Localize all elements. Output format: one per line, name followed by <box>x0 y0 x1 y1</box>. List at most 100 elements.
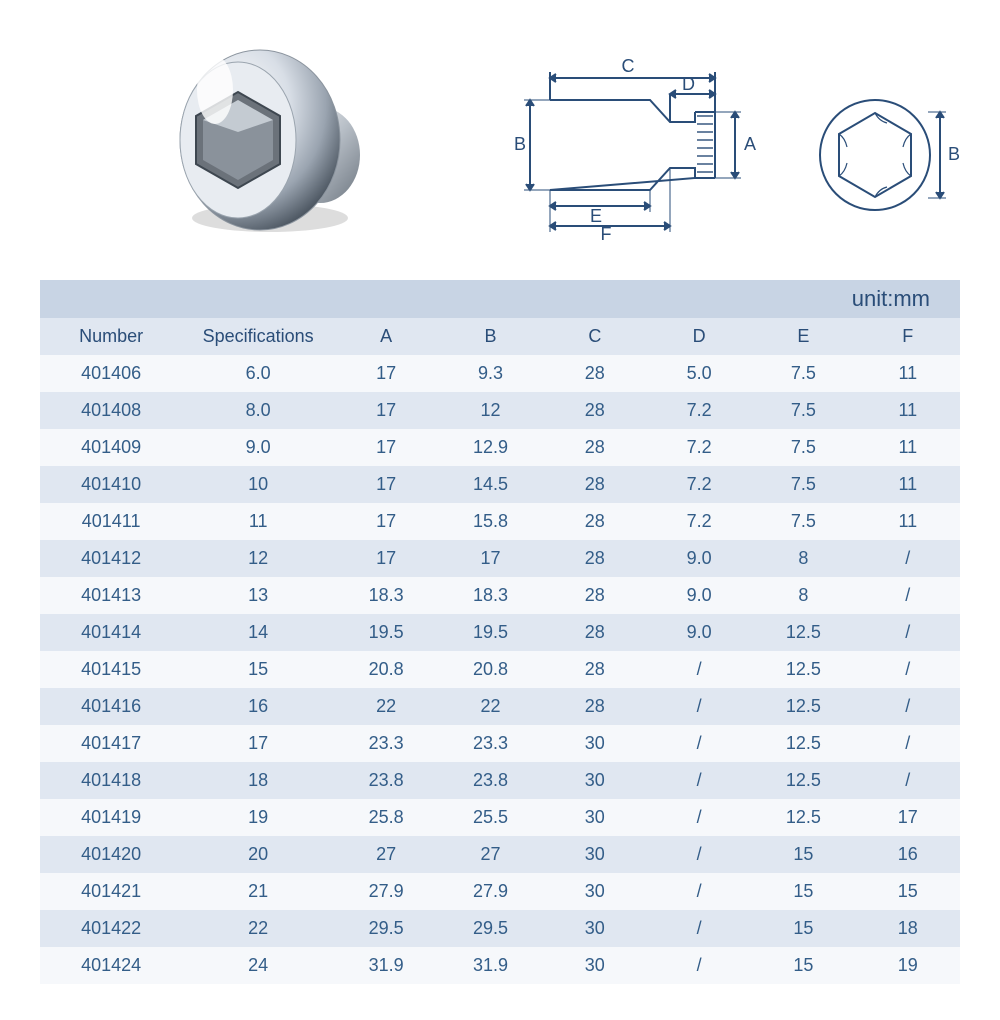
cell: 27 <box>438 836 542 873</box>
dim-E: E <box>590 206 602 226</box>
side-diagram: C D B A E F <box>510 50 770 240</box>
cell: 401418 <box>40 762 182 799</box>
cell: / <box>647 762 751 799</box>
cell: 401424 <box>40 947 182 984</box>
cell: 8 <box>751 577 855 614</box>
table-row: 4014181823.823.830/12.5/ <box>40 762 960 799</box>
cell: 401414 <box>40 614 182 651</box>
product-photo <box>160 40 380 240</box>
cell: / <box>647 725 751 762</box>
cell: 15 <box>856 873 960 910</box>
table-row: 4014066.0179.3285.07.511 <box>40 355 960 392</box>
cell: 17 <box>334 429 438 466</box>
cell: / <box>856 762 960 799</box>
cell: / <box>647 799 751 836</box>
table-row: 4014131318.318.3289.08/ <box>40 577 960 614</box>
cell: 12.5 <box>751 762 855 799</box>
col-b: B <box>438 318 542 355</box>
cell: 17 <box>856 799 960 836</box>
cell: 14 <box>182 614 334 651</box>
dim-A: A <box>744 134 756 154</box>
cell: 401412 <box>40 540 182 577</box>
cell: 30 <box>543 836 647 873</box>
col-specifications: Specifications <box>182 318 334 355</box>
cell: 12 <box>182 540 334 577</box>
cell: 401409 <box>40 429 182 466</box>
cell: 22 <box>182 910 334 947</box>
col-e: E <box>751 318 855 355</box>
table-row: 40141616222228/12.5/ <box>40 688 960 725</box>
cell: / <box>856 725 960 762</box>
cell: 7.2 <box>647 466 751 503</box>
cell: 9.0 <box>647 614 751 651</box>
table-row: 4014141419.519.5289.012.5/ <box>40 614 960 651</box>
cell: 7.5 <box>751 392 855 429</box>
table-row: 4014222229.529.530/1518 <box>40 910 960 947</box>
cell: 17 <box>334 540 438 577</box>
cell: 401413 <box>40 577 182 614</box>
table-row: 401412121717289.08/ <box>40 540 960 577</box>
table-row: 4014099.01712.9287.27.511 <box>40 429 960 466</box>
cell: 23.8 <box>438 762 542 799</box>
table-row: 401411111715.8287.27.511 <box>40 503 960 540</box>
cell: 28 <box>543 355 647 392</box>
cell: 9.0 <box>647 577 751 614</box>
cell: 12 <box>438 392 542 429</box>
dim-B: B <box>514 134 526 154</box>
cell: 401411 <box>40 503 182 540</box>
cell: 401408 <box>40 392 182 429</box>
cell: 11 <box>856 503 960 540</box>
col-c: C <box>543 318 647 355</box>
cell: 12.5 <box>751 725 855 762</box>
cell: 25.8 <box>334 799 438 836</box>
cell: 7.2 <box>647 392 751 429</box>
cell: 30 <box>543 799 647 836</box>
cell: 19.5 <box>438 614 542 651</box>
cell: 7.5 <box>751 355 855 392</box>
cell: 12.5 <box>751 799 855 836</box>
table-row: 40142020272730/1516 <box>40 836 960 873</box>
cell: 17 <box>334 392 438 429</box>
cell: 28 <box>543 688 647 725</box>
cell: 30 <box>543 947 647 984</box>
cell: 12.9 <box>438 429 542 466</box>
cell: 401410 <box>40 466 182 503</box>
dim-B-front: B <box>948 144 960 164</box>
cell: / <box>647 836 751 873</box>
cell: 17 <box>438 540 542 577</box>
cell: 18 <box>856 910 960 947</box>
cell: 28 <box>543 651 647 688</box>
table-row: 4014242431.931.930/1519 <box>40 947 960 984</box>
cell: 22 <box>438 688 542 725</box>
cell: 9.0 <box>647 540 751 577</box>
cell: / <box>647 651 751 688</box>
cell: / <box>647 873 751 910</box>
cell: 27 <box>334 836 438 873</box>
cell: 28 <box>543 577 647 614</box>
figure-area: C D B A E F <box>40 20 960 270</box>
cell: 9.3 <box>438 355 542 392</box>
col-a: A <box>334 318 438 355</box>
cell: 19 <box>182 799 334 836</box>
cell: 30 <box>543 725 647 762</box>
cell: 13 <box>182 577 334 614</box>
cell: 11 <box>856 466 960 503</box>
cell: 25.5 <box>438 799 542 836</box>
cell: 401417 <box>40 725 182 762</box>
col-f: F <box>856 318 960 355</box>
col-number: Number <box>40 318 182 355</box>
cell: 401419 <box>40 799 182 836</box>
cell: 401406 <box>40 355 182 392</box>
dim-C: C <box>622 56 635 76</box>
table-row: 4014151520.820.828/12.5/ <box>40 651 960 688</box>
cell: 28 <box>543 466 647 503</box>
cell: 28 <box>543 540 647 577</box>
table-row: 4014191925.825.530/12.517 <box>40 799 960 836</box>
cell: 28 <box>543 392 647 429</box>
table-row: 4014171723.323.330/12.5/ <box>40 725 960 762</box>
cell: 23.3 <box>334 725 438 762</box>
cell: 20 <box>182 836 334 873</box>
unit-label: unit:mm <box>40 280 960 318</box>
cell: 27.9 <box>334 873 438 910</box>
cell: 7.5 <box>751 466 855 503</box>
